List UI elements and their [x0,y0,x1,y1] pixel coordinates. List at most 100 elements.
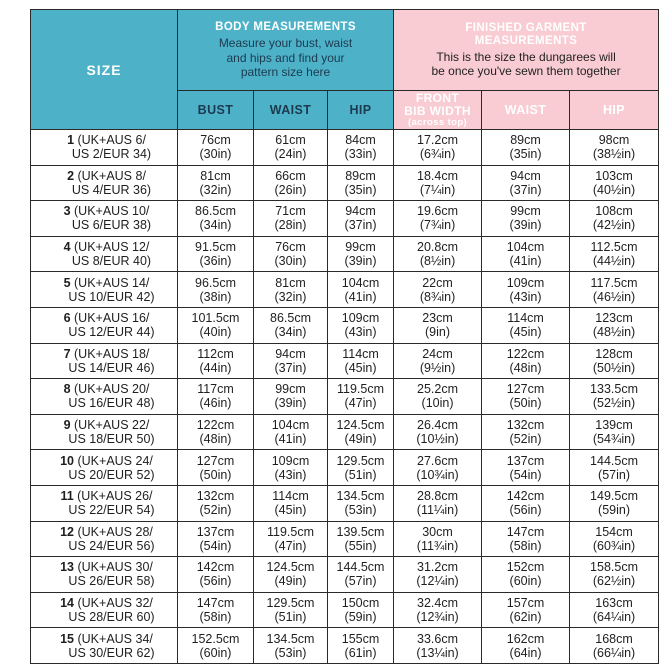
cm-value: 129.5cm [336,453,385,468]
inch-value: (12¾in) [416,610,459,625]
cm-value: 114cm [272,489,309,504]
body-measurements-header: BODY MEASUREMENTS Measure your bust, wai… [176,9,395,91]
cm-value: 134.5cm [336,489,385,504]
size-label: (UK+AUS 22/ [70,418,150,433]
cm-value: 122cm [506,346,545,361]
inch-value: (11¾in) [416,538,459,553]
size-label-line1: 3 (UK+AUS 10/ [31,204,177,218]
cm-value: 104cm [341,275,380,290]
inch-value: (39in) [274,396,307,411]
inch-value: (54¾in) [592,432,636,447]
inch-value: (43in) [509,289,542,304]
size-number: 8 [63,382,71,397]
cm-value: 30cm [422,524,453,539]
cm-value: 109cm [506,275,545,290]
inch-value: (7¼in) [419,182,456,197]
size-label-line1: 14 (UK+AUS 32/ [31,596,177,610]
cm-value: 144.5cm [590,453,638,468]
hip-cell: 89cm (35in) [326,164,395,202]
finished-hip-column-header: HIP [569,90,660,130]
cm-value: 147cm [506,524,545,539]
hip-cell: 99cm (39in) [326,235,395,273]
size-number: 11 [60,489,74,504]
inch-value: (9in) [425,325,451,340]
f-hip-cell: 108cm (42½in) [569,200,660,237]
cm-value: 123cm [595,311,633,326]
cm-value: 163cm [595,596,633,611]
inch-value: (61in) [344,645,377,660]
cm-value: 144.5cm [336,560,385,575]
inch-value: (48½in) [592,325,636,340]
bust-cell: 101.5cm (40in) [177,306,254,344]
inch-value: (50in) [509,396,542,411]
waist-cell: 129.5cm (51in) [253,591,328,629]
waist-cell: 76cm (30in) [253,235,328,273]
bib-cell: 22cm (8¾in) [393,271,483,308]
bust-cell: 86.5cm (34in) [177,200,254,237]
size-cell: 7 (UK+AUS 18/US 14/EUR 46) [30,342,178,380]
cm-value: 20.8cm [417,240,459,255]
size-label: (UK+AUS 18/ [70,346,150,361]
size-number: 10 [60,453,75,468]
f-hip-cell: 103cm (40½in) [569,164,660,202]
size-label-line2: US 30/EUR 62) [68,645,155,660]
f-waist-cell: 137cm (54in) [481,449,571,486]
bib-cell: 32.4cm (12¾in) [393,591,483,629]
cm-value: 23cm [422,311,453,326]
inch-value: (8½in) [419,254,456,269]
cm-value: 104cm [506,240,545,255]
hip-cell: 129.5cm (51in) [326,449,395,486]
f-waist-cell: 157cm (62in) [481,591,571,629]
front-bib-width-column-header: FRONT BIB WIDTH (across top) [393,90,483,130]
size-label: (UK+AUS 16/ [70,311,150,326]
f-waist-cell: 127cm (50in) [481,378,571,415]
inch-value: (10½in) [416,432,459,447]
cm-value: 86.5cm [195,204,236,219]
f-waist-cell: 94cm (37in) [481,164,571,202]
size-cell: 8 (UK+AUS 20/US 16/EUR 48) [30,378,178,415]
cm-value: 132cm [506,418,545,433]
size-label-line2: US 2/EUR 34) [71,147,152,162]
inch-value: (39in) [509,218,542,233]
cm-value: 109cm [271,453,310,468]
inch-value: (59in) [598,503,631,518]
hip-cell: 94cm (37in) [326,200,395,237]
table-row: 2 (UK+AUS 8/US 4/EUR 36) 81cm (32in) 66cm (2… [30,164,660,202]
inch-value: (60in) [509,574,542,589]
cm-value: 127cm [196,453,235,468]
cm-value: 108cm [595,204,633,219]
size-label-line2: US 18/EUR 50) [68,432,155,447]
bust-column-header: BUST [177,90,254,130]
cm-value: 84cm [345,133,376,148]
hip-cell: 150cm (59in) [326,591,395,629]
cm-value: 22cm [422,275,453,290]
size-cell: 5 (UK+AUS 14/US 10/EUR 42) [30,271,178,308]
cm-value: 94cm [275,346,306,361]
column-header-row: BUST WAIST HIP FRONT BIB WIDTH (across t… [31,90,660,130]
size-number: 13 [60,560,75,575]
bib-cell: 19.6cm (7¾in) [393,200,483,237]
bib-cell: 20.8cm (8½in) [393,235,483,273]
bust-cell: 96.5cm (38in) [177,271,254,308]
hip-cell: 119.5cm (47in) [326,378,395,415]
cm-value: 26.4cm [417,418,459,433]
inch-value: (35in) [509,147,542,162]
size-label: (UK+AUS 32/ [74,596,153,611]
cm-value: 139.5cm [336,524,385,539]
cm-value: 99cm [345,240,376,255]
cm-value: 134.5cm [266,631,315,646]
size-number: 4 [63,240,71,255]
waist-cell: 99cm (39in) [253,378,328,415]
f-hip-cell: 139cm (54¾in) [569,413,660,451]
table-row: 1 (UK+AUS 6/US 2/EUR 34) 76cm (30in) 61cm (2… [30,129,660,166]
bib-cell: 33.6cm (13¼in) [393,627,483,664]
cm-value: 129.5cm [266,596,315,611]
table-row: 12 (UK+AUS 28/US 24/EUR 56) 137cm (54in) 11… [30,520,660,558]
inch-value: (52in) [509,432,542,447]
hip-column-header: HIP [326,90,395,130]
size-label-line2: US 28/EUR 60) [68,610,155,625]
cm-value: 61cm [275,133,306,148]
inch-value: (30in) [199,147,232,162]
bust-cell: 81cm (32in) [177,164,254,202]
f-hip-cell: 163cm (64¼in) [569,591,660,629]
